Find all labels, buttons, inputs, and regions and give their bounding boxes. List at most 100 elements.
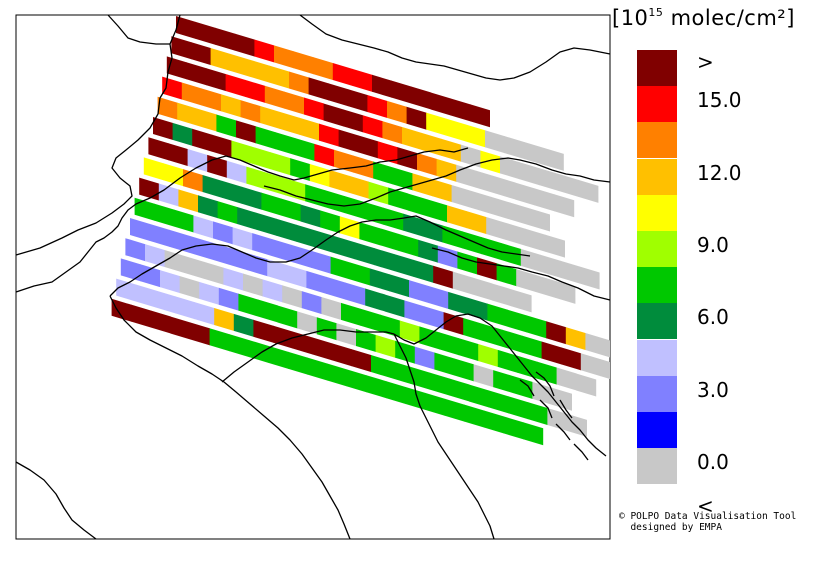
swath-pixel <box>155 290 176 314</box>
coastline-italy-east <box>393 333 495 540</box>
swath-pixel <box>222 180 243 204</box>
swath-pixel <box>221 94 241 118</box>
swath-pixel <box>520 248 541 272</box>
swath-pixel <box>215 27 236 51</box>
swath-pixel <box>441 138 462 162</box>
swath-pixel <box>397 147 418 171</box>
swath-pixel <box>268 345 289 369</box>
swath-pixel <box>427 199 448 223</box>
legend-swatch <box>637 231 677 267</box>
swath-pixel <box>419 326 440 350</box>
swath-pixel <box>245 79 266 103</box>
legend-tick-label: 15.0 <box>697 88 742 113</box>
swath-pixel <box>188 235 209 259</box>
swath-pixel <box>153 117 173 140</box>
legend-swatch <box>637 86 677 123</box>
swath-pixel <box>386 381 406 405</box>
swath-pixel <box>169 229 190 253</box>
swath-pixel <box>334 149 354 173</box>
swath-pixel <box>501 243 522 267</box>
border-austria <box>263 157 611 207</box>
swath-pixel <box>203 261 224 285</box>
swath-pixel <box>535 275 556 298</box>
swath-pixel <box>341 302 361 326</box>
swath-pixel <box>158 183 179 207</box>
swath-pixel <box>457 251 478 275</box>
swath-pixel <box>502 329 523 353</box>
units-suffix: molec/cm²] <box>663 6 795 30</box>
swath-pixel <box>605 338 610 358</box>
swath-pixel <box>145 244 165 268</box>
swath-pixel <box>426 112 447 136</box>
swath-pixel <box>269 65 290 89</box>
swath-pixel <box>178 189 199 213</box>
swath-pixel <box>149 223 170 247</box>
swath-pixel <box>384 294 405 318</box>
swath-pixel <box>249 59 270 83</box>
swath-pixel <box>527 402 548 426</box>
swath-pixel <box>198 195 218 219</box>
swath-pixel <box>447 205 467 229</box>
swath-pixel <box>534 188 555 212</box>
swath-pixel <box>428 286 449 309</box>
swath-pixel <box>311 250 331 274</box>
swath-pixel <box>262 279 283 303</box>
swath-pixel <box>320 210 341 234</box>
swath-pixel <box>247 253 268 277</box>
swath-pixel <box>201 88 222 112</box>
swath-pixel <box>199 281 220 305</box>
border-switzerland-italy <box>109 215 531 297</box>
swath-pixel <box>558 174 579 197</box>
swath-pixel <box>472 277 493 301</box>
swath-pixel <box>450 98 471 122</box>
swath-pixel <box>289 71 309 95</box>
swath-pixel <box>217 201 238 225</box>
swath-pixel <box>414 346 435 370</box>
swath-pixel <box>166 56 187 80</box>
units-prefix: [10 <box>612 6 649 30</box>
swath-pixel <box>279 111 300 135</box>
swath-pixel <box>181 82 202 106</box>
swath-pixel <box>505 222 526 246</box>
swath-pixel <box>436 158 457 182</box>
swath-pixel <box>576 373 597 397</box>
swath-pixel <box>176 16 196 39</box>
swath-pixel <box>353 155 374 179</box>
swath-pixel <box>346 369 367 393</box>
swath-pixel <box>444 398 465 422</box>
swath-pixel <box>485 130 505 154</box>
swath-pixel <box>301 291 322 315</box>
swath-pixel <box>213 221 233 245</box>
swath-pixel <box>362 115 383 139</box>
swath-pixel <box>358 135 379 159</box>
swath-pixel <box>120 258 141 282</box>
legend-swatch <box>637 267 677 304</box>
swath-pixel <box>330 256 351 280</box>
swath-pixel <box>471 190 492 214</box>
swath-pixel <box>543 147 564 171</box>
swath-pixel <box>202 175 223 199</box>
swath-pixel <box>556 367 577 391</box>
swath-pixel <box>418 239 439 263</box>
swath-pixel <box>360 308 381 332</box>
legend-swatch <box>637 158 677 195</box>
legend-swatch <box>637 194 677 231</box>
swath-pixel <box>390 360 411 384</box>
swath-pixel <box>339 216 360 240</box>
swath-pixel <box>519 162 540 186</box>
swath-pixel <box>497 349 518 373</box>
legend-tick-label: 3.0 <box>697 377 729 402</box>
swath-pixel <box>323 103 344 127</box>
swath-pixel <box>261 192 282 216</box>
swath-pixel <box>190 322 210 346</box>
swath-pixel <box>388 187 409 211</box>
swath-pixel <box>331 343 352 367</box>
swath-pixel <box>206 68 226 92</box>
swath-pixel <box>510 202 531 226</box>
swath-pixel <box>345 282 366 306</box>
swath-pixel <box>359 222 380 246</box>
swath-pixel <box>382 121 403 145</box>
swath-pixel <box>523 422 544 446</box>
swath-pixel <box>234 33 255 57</box>
